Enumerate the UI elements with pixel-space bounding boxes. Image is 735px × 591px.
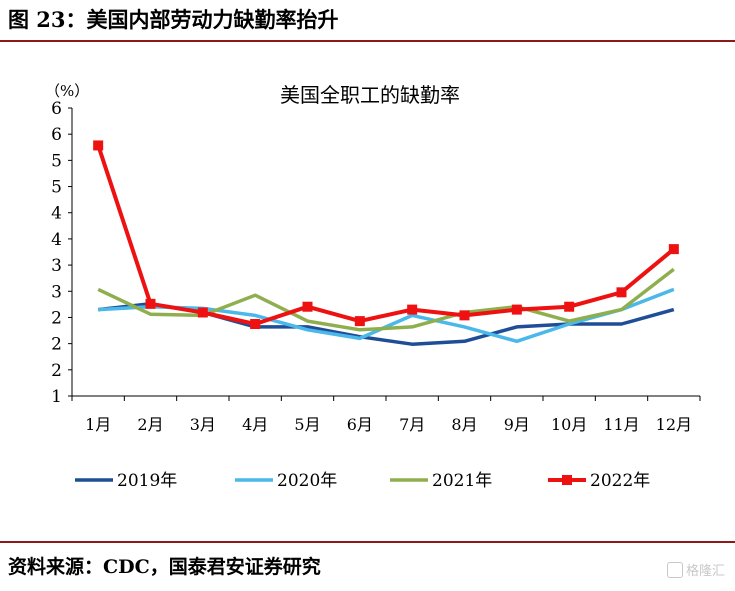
legend: 2019年 2020年 2021年 2022年 bbox=[75, 471, 650, 491]
x-tick-label: 10月 bbox=[551, 415, 587, 434]
legend-label: 2020年 bbox=[277, 471, 337, 491]
x-tick-label: 8月 bbox=[451, 415, 477, 434]
series-point-2022年 bbox=[93, 140, 104, 151]
series-point-2022年 bbox=[197, 307, 208, 318]
y-tick-label: 5 bbox=[51, 178, 62, 198]
y-tick-label: 2 bbox=[51, 308, 62, 328]
y-tick-label: 1 bbox=[51, 387, 62, 407]
legend-label: 2019年 bbox=[117, 471, 177, 491]
series-point-2022年 bbox=[407, 304, 418, 315]
series-point-2022年 bbox=[250, 319, 261, 329]
x-tick-label: 11月 bbox=[603, 415, 639, 434]
x-tick-label: 3月 bbox=[190, 415, 216, 434]
x-tick-label: 5月 bbox=[294, 415, 320, 434]
series-point-2022年 bbox=[564, 301, 575, 312]
bottom-rule bbox=[0, 541, 735, 543]
chart-title: 美国全职工的缺勤率 bbox=[280, 83, 460, 107]
y-tick-label: 2 bbox=[51, 335, 62, 355]
y-tick-label: 2 bbox=[51, 361, 62, 381]
series-point-2022年 bbox=[511, 304, 522, 315]
x-tick-label: 4月 bbox=[242, 415, 268, 434]
x-tick-label: 1月 bbox=[85, 415, 111, 434]
series-point-2022年 bbox=[145, 298, 156, 309]
legend-label: 2021年 bbox=[432, 471, 492, 491]
x-tick-label: 9月 bbox=[504, 415, 530, 434]
series-line-2021年 bbox=[97, 267, 675, 332]
source-note: 资料来源：CDC，国泰君安证券研究 bbox=[8, 556, 321, 578]
series-point-2022年 bbox=[354, 316, 365, 327]
x-tick-label: 6月 bbox=[347, 415, 373, 434]
y-tick-label: 4 bbox=[51, 230, 62, 250]
watermark-logo-icon bbox=[666, 562, 683, 578]
x-tick-label: 12月 bbox=[656, 415, 692, 434]
series-lines bbox=[96, 144, 676, 346]
series-point-2022年 bbox=[459, 310, 470, 321]
legend-marker-2022年 bbox=[562, 475, 572, 485]
series-point-2022年 bbox=[616, 287, 627, 298]
series-line-2022年 bbox=[96, 144, 676, 326]
top-rule bbox=[0, 40, 735, 42]
y-tick-label: 5 bbox=[51, 151, 62, 171]
y-tick-label: 3 bbox=[51, 282, 62, 302]
watermark-text: 格隆汇 bbox=[685, 564, 725, 579]
y-tick-label: 6 bbox=[51, 99, 62, 119]
series-markers bbox=[93, 140, 679, 329]
y-tick-label: 3 bbox=[51, 256, 62, 276]
y-tick-label: 6 bbox=[51, 125, 62, 145]
series-point-2022年 bbox=[668, 244, 679, 255]
y-tick-label: 4 bbox=[51, 204, 62, 224]
x-tick-label: 2月 bbox=[137, 415, 163, 434]
y-axis-unit-label: （%） bbox=[45, 82, 89, 100]
series-point-2022年 bbox=[302, 301, 313, 312]
legend-label: 2022年 bbox=[590, 471, 650, 491]
x-tick-label: 7月 bbox=[399, 415, 425, 434]
figure-title: 图 23：美国内部劳动力缺勤率抬升 bbox=[8, 7, 339, 32]
watermark: 格隆汇 bbox=[666, 560, 725, 579]
